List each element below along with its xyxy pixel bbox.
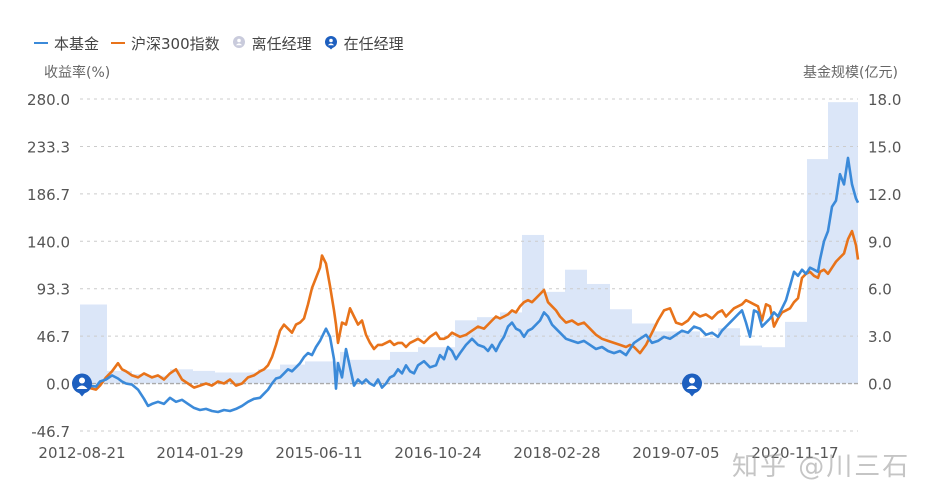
fund-scale-bar[interactable] [565,269,587,384]
fund-scale-bar[interactable] [762,347,785,384]
index-line[interactable] [79,229,860,391]
legend-fund[interactable]: 本基金 [34,33,99,54]
fund-scale-bar[interactable] [828,102,858,384]
fund-scale-bar[interactable] [718,328,740,384]
right-axis-tick: 6.0 [868,281,892,299]
fund-scale-bar[interactable] [522,234,544,384]
left-axis-tick: 280.0 [27,91,70,109]
fund-scale-bar[interactable] [740,345,762,384]
x-axis-tick: 2015-06-11 [275,444,362,462]
right-axis-tick: 0.0 [868,376,892,394]
x-axis-tick: 2018-02-28 [513,444,600,462]
current-manager-pin-icon[interactable] [72,373,92,397]
left-axis-tick: 0.0 [46,376,70,394]
right-axis-ticks: 18.0 15.0 12.0 9.0 6.0 3.0 0.0 [868,91,901,394]
right-axis-tick: 15.0 [868,138,901,156]
fund-scale-bar[interactable] [132,374,148,384]
fund-scale-bar[interactable] [700,337,718,384]
watermark: 知乎 @川三石 [732,452,911,482]
left-axis-tick: 93.3 [37,281,70,299]
right-axis-tick: 12.0 [868,186,901,204]
left-axis-title: 收益率(%) [44,65,111,81]
legend: 本基金 沪深300指数 离任经理 在任经理 [34,32,416,54]
legend-current-manager-label: 在任经理 [343,34,404,53]
manager-pins [72,373,702,397]
x-axis-tick: 2020-11-17 [751,444,838,462]
fund-scale-bar[interactable] [148,375,170,384]
fund-scale-bar[interactable] [305,361,340,384]
legend-current-manager[interactable]: 在任经理 [324,33,404,54]
fund-scale-bar[interactable] [544,291,565,384]
fund-scale-bar[interactable] [367,359,390,384]
left-axis-tick: 233.3 [27,138,70,156]
right-axis-tick: 3.0 [868,328,892,346]
former-manager-pin-icon [232,36,245,48]
right-axis-tick: 9.0 [868,233,892,251]
fund-scale-bar[interactable] [587,283,610,384]
fund-scale-bar[interactable] [193,370,215,384]
x-axis-tick: 2012-08-21 [38,444,125,462]
fund-scale-bar[interactable] [215,372,236,384]
current-manager-pin-icon[interactable] [682,373,702,397]
index-line-icon [111,42,126,44]
x-axis-tick: 2019-07-05 [632,444,719,462]
right-axis-title: 基金规模(亿元) [803,65,898,81]
fund-scale-bar[interactable] [80,304,107,384]
fund-line-icon [34,42,48,44]
legend-former-manager[interactable]: 离任经理 [232,33,312,54]
legend-index[interactable]: 沪深300指数 [111,33,220,54]
left-axis-tick: 46.7 [37,328,70,346]
left-axis-tick: 186.7 [27,186,70,204]
x-axis-ticks: 2012-08-21 2014-01-29 2015-06-11 2016-10-24… [38,444,838,462]
fund-scale-bar[interactable] [785,321,807,384]
legend-former-manager-label: 离任经理 [251,34,312,53]
x-axis-tick: 2014-01-29 [156,444,243,462]
legend-fund-label: 本基金 [54,34,100,53]
legend-index-label: 沪深300指数 [131,34,220,53]
left-axis-tick: -46.7 [31,423,70,441]
fund-scale-bar[interactable] [107,370,132,384]
left-axis-ticks: 280.0 233.3 186.7 140.0 93.3 46.7 0.0 -46.7 [27,91,70,441]
current-manager-pin-icon [324,36,337,50]
fund-line[interactable] [79,156,860,414]
left-axis-tick: 140.0 [27,233,70,251]
right-axis-tick: 18.0 [868,91,901,109]
x-axis-tick: 2016-10-24 [394,444,481,462]
